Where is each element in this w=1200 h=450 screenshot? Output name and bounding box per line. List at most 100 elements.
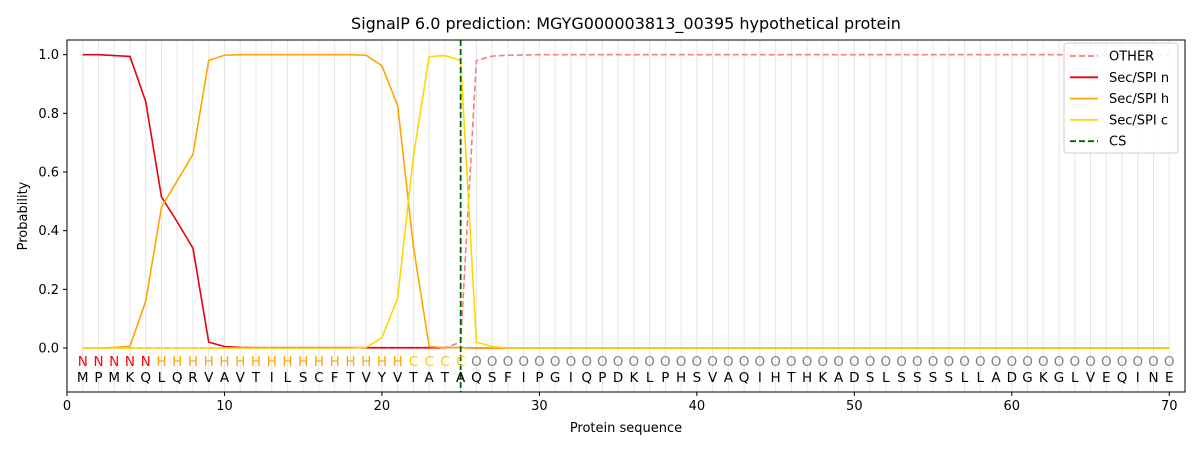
legend-entry: Sec/SPI c (1109, 113, 1168, 128)
residue-label: D (613, 370, 623, 386)
region-label: C (409, 354, 418, 370)
residue-label: V (236, 370, 246, 386)
residue-label: V (204, 370, 214, 386)
region-label: O (707, 354, 718, 370)
region-label: N (93, 354, 103, 370)
residue-label: A (425, 370, 435, 386)
region-label: O (644, 354, 655, 370)
region-label: O (849, 354, 860, 370)
region-label: H (330, 354, 340, 370)
region-label: O (818, 354, 829, 370)
region-label: H (361, 354, 371, 370)
y-tick-label: 0.6 (38, 166, 59, 181)
residue-label: I (569, 370, 573, 386)
region-label: O (1164, 354, 1175, 370)
series-line-other (82, 53, 1170, 349)
series-line-sec-spi-n (82, 53, 1170, 349)
axes: 0 10 20 30 40 50 60 70 0.0 0.2 0.4 0.6 0.8 1.0 (38, 48, 1177, 414)
region-label: O (959, 354, 970, 370)
residue-label: Y (377, 370, 387, 386)
region-label: H (156, 354, 166, 370)
region-label: O (865, 354, 876, 370)
residue-label: G (1054, 370, 1064, 386)
residue-label: L (158, 370, 166, 386)
residue-label: S (945, 370, 954, 386)
region-label: O (534, 354, 545, 370)
residue-label: I (1136, 370, 1140, 386)
region-label: H (172, 354, 182, 370)
region-label: H (251, 354, 261, 370)
x-tick-label: 40 (689, 399, 706, 414)
y-tick-label: 0.8 (38, 107, 59, 122)
residue-label: A (991, 370, 1001, 386)
residue-label: S (866, 370, 875, 386)
legend-entry: Sec/SPI n (1109, 71, 1169, 86)
residue-label: Q (581, 370, 592, 386)
region-label: H (282, 354, 292, 370)
region-label: O (770, 354, 781, 370)
x-tick-label: 60 (1004, 399, 1021, 414)
region-label: O (1117, 354, 1128, 370)
region-label: O (629, 354, 640, 370)
region-label: O (723, 354, 734, 370)
region-label: O (1054, 354, 1065, 370)
residue-label: Q (471, 370, 482, 386)
x-tick-label: 50 (846, 399, 863, 414)
region-label: O (975, 354, 986, 370)
region-label: O (1101, 354, 1112, 370)
sequence-labels: NMNPNMNKNQHLHQHRHVHAHVHTHIHLHSHCHFHTHVHY… (77, 354, 1175, 386)
residue-label: H (676, 370, 686, 386)
region-label: O (1132, 354, 1143, 370)
region-label: N (109, 354, 119, 370)
legend-entry: CS (1109, 135, 1126, 150)
residue-label: Q (172, 370, 183, 386)
x-axis-label: Protein sequence (570, 421, 682, 436)
region-label: O (660, 354, 671, 370)
residue-label: A (834, 370, 844, 386)
residue-label: P (598, 370, 606, 386)
x-tick-label: 10 (216, 399, 233, 414)
residue-label: V (708, 370, 718, 386)
residue-label: T (251, 370, 261, 386)
region-label: O (896, 354, 907, 370)
region-label: O (1038, 354, 1049, 370)
region-label: O (503, 354, 514, 370)
residue-label: L (1071, 370, 1079, 386)
region-label: O (912, 354, 923, 370)
region-label: H (267, 354, 277, 370)
region-label: N (141, 354, 151, 370)
region-label: O (1022, 354, 1033, 370)
residue-label: S (913, 370, 922, 386)
y-tick-label: 0.0 (38, 342, 59, 357)
series-line-sec-spi-c (82, 54, 1170, 349)
y-tick-label: 0.2 (38, 283, 59, 298)
residue-label: S (929, 370, 938, 386)
region-label: O (928, 354, 939, 370)
residue-label: L (882, 370, 890, 386)
residue-label: A (220, 370, 230, 386)
region-label: C (440, 354, 449, 370)
residue-label: V (1086, 370, 1096, 386)
residue-label: N (1148, 370, 1158, 386)
series-layer (82, 40, 1170, 392)
residue-label: Q (140, 370, 151, 386)
region-label: N (78, 354, 88, 370)
residue-label: D (849, 370, 859, 386)
region-label: O (1006, 354, 1017, 370)
residue-label: I (270, 370, 274, 386)
region-label: O (1148, 354, 1159, 370)
residue-label: G (550, 370, 560, 386)
region-label: H (393, 354, 403, 370)
chart-title: SignalP 6.0 prediction: MGYG000003813_00… (351, 14, 901, 34)
region-label: H (314, 354, 324, 370)
legend: OTHER Sec/SPI n Sec/SPI h Sec/SPI c CS (1063, 42, 1179, 154)
residue-label: A (724, 370, 734, 386)
residue-label: S (693, 370, 702, 386)
residue-label: K (629, 370, 639, 386)
residue-label: F (504, 370, 512, 386)
residue-label: M (77, 370, 89, 386)
region-label: H (298, 354, 308, 370)
residue-label: T (345, 370, 355, 386)
region-label: O (755, 354, 766, 370)
